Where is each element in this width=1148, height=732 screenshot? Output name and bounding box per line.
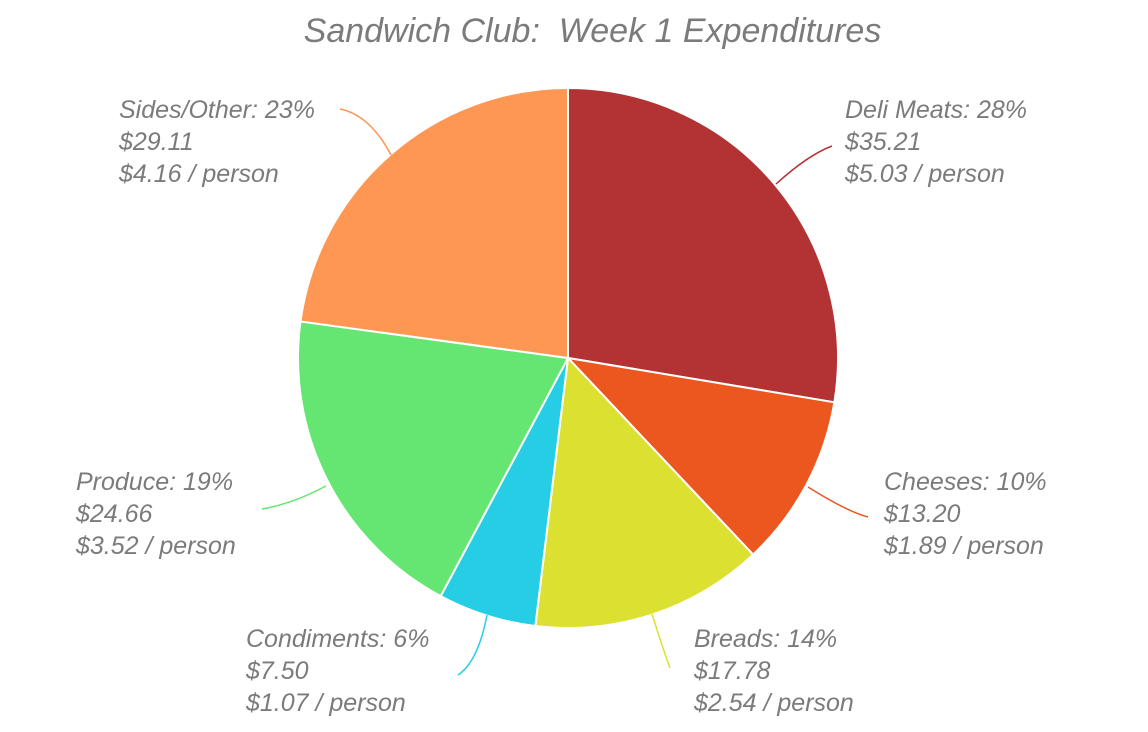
- pie-slice-deli-meats: [567, 86, 839, 404]
- data-label-name: Produce: 19%: [76, 468, 233, 496]
- data-label-amount: $7.50: [245, 657, 309, 685]
- pie-slice-sides-other: [299, 86, 569, 360]
- data-label-cheeses: Cheeses: 10% $13.20 $1.89 / person: [883, 468, 1047, 560]
- leader-line-condiments: [457, 614, 488, 676]
- data-label-deli-meats: Deli Meats: 28% $35.21 $5.03 / person: [844, 96, 1027, 188]
- data-label-name: Deli Meats: 28%: [845, 96, 1027, 124]
- data-label-amount: $35.21: [844, 128, 921, 156]
- data-label-per-person: $4.16 / person: [118, 160, 279, 188]
- chart-title: Sandwich Club: Week 1 Expenditures: [303, 12, 882, 50]
- data-label-name: Cheeses: 10%: [884, 468, 1047, 496]
- leader-line-deli-meats: [775, 145, 833, 185]
- leader-line-produce: [261, 485, 327, 510]
- pie-leader-lines: [261, 108, 869, 676]
- data-label-sides-other: Sides/Other: 23% $29.11 $4.16 / person: [118, 96, 315, 188]
- pie-slice-cheeses: [565, 356, 836, 557]
- data-label-per-person: $1.89 / person: [883, 532, 1044, 560]
- data-label-amount: $29.11: [118, 128, 194, 156]
- data-label-breads: Breads: 14% $17.78 $2.54 / person: [693, 625, 854, 717]
- pie-slice-produce: [297, 320, 570, 598]
- leader-line-breads: [651, 613, 671, 669]
- data-label-per-person: $3.52 / person: [75, 532, 236, 560]
- data-label-amount: $17.78: [693, 657, 771, 685]
- leader-line-cheeses: [807, 486, 869, 518]
- leader-line-sides-other: [339, 108, 392, 156]
- data-label-name: Sides/Other: 23%: [119, 96, 315, 124]
- data-label-name: Breads: 14%: [694, 625, 837, 653]
- data-label-amount: $24.66: [75, 500, 153, 528]
- data-label-condiments: Condiments: 6% $7.50 $1.07 / person: [245, 625, 429, 717]
- data-label-per-person: $1.07 / person: [245, 689, 406, 717]
- data-label-produce: Produce: 19% $24.66 $3.52 / person: [75, 468, 236, 560]
- data-label-amount: $13.20: [883, 500, 961, 528]
- pie-data-labels: Deli Meats: 28% $35.21 $5.03 / person Chees…: [75, 96, 1047, 717]
- data-label-per-person: $5.03 / person: [844, 160, 1005, 188]
- pie-slices: [297, 86, 839, 629]
- data-label-name: Condiments: 6%: [246, 625, 429, 653]
- data-label-per-person: $2.54 / person: [693, 689, 854, 717]
